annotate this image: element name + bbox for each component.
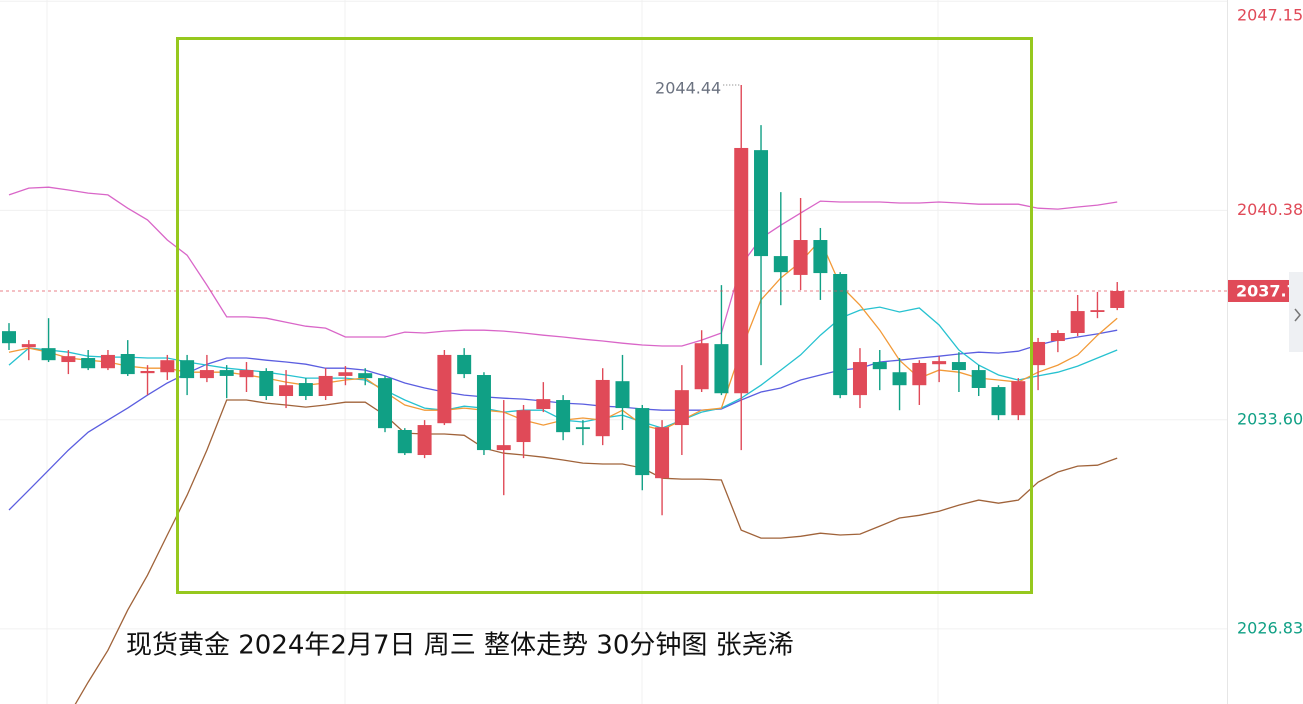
y-tick-label: 2026.83 <box>1237 618 1303 637</box>
candle-body <box>951 362 966 371</box>
candle-body <box>674 390 689 426</box>
candle-body <box>21 344 36 348</box>
indicator-line <box>74 399 1118 704</box>
candle-body <box>279 385 294 397</box>
candle-body <box>417 425 432 456</box>
candle-body <box>932 361 947 365</box>
last-price-label: 2037.77 <box>1236 281 1303 300</box>
candle-body <box>575 427 590 430</box>
max-label: 2044.44 <box>655 78 721 97</box>
candle-body <box>100 354 115 369</box>
candle-body <box>635 408 650 476</box>
candle-body <box>1090 310 1105 312</box>
candle-body <box>892 372 907 386</box>
candle-body <box>793 240 808 275</box>
candle-body <box>872 362 887 370</box>
candle-body <box>556 400 571 433</box>
candle-body <box>773 256 788 273</box>
candle-body <box>595 379 610 437</box>
candle-body <box>140 370 155 374</box>
candle-body <box>615 381 630 409</box>
candle-body <box>41 348 56 361</box>
candle-body <box>1070 311 1085 334</box>
candle-body <box>298 383 313 397</box>
indicator-line <box>8 186 1118 347</box>
candle-body <box>714 344 729 394</box>
candle-body <box>754 150 769 257</box>
candle-body <box>2 331 16 344</box>
candle-body <box>1050 333 1065 342</box>
candle-body <box>378 378 393 429</box>
candle-body <box>971 370 986 388</box>
side-tab[interactable] <box>1289 272 1303 352</box>
candle-body <box>833 274 848 396</box>
candle-body <box>655 427 670 479</box>
candle-body <box>536 399 551 409</box>
highlight-box <box>176 37 1033 594</box>
candle-body <box>991 387 1006 416</box>
candle-body <box>318 375 333 397</box>
candle-body <box>61 356 76 363</box>
candle-body <box>1031 341 1046 366</box>
candle-body <box>219 370 234 376</box>
candle-body <box>1110 290 1125 308</box>
candle-body <box>259 370 274 397</box>
candle-body <box>358 373 373 379</box>
candle-body <box>1011 381 1026 416</box>
chart-title: 现货黄金 2024年2月7日 周三 整体走势 30分钟图 张尧浠 <box>126 631 794 661</box>
y-tick-label: 2033.60 <box>1237 409 1303 428</box>
candle-body <box>239 370 254 378</box>
y-tick-label: 2040.38 <box>1237 200 1303 219</box>
candle-body <box>120 354 135 375</box>
candle-body <box>496 445 511 451</box>
candle-body <box>516 410 531 443</box>
last-price-box <box>1228 279 1303 302</box>
price-axis: 2047.15 2040.38 2033.60 2026.83 2037.77 <box>1228 6 1303 637</box>
y-tick-label: 2047.15 <box>1237 6 1303 25</box>
candle-body <box>852 362 867 396</box>
candle-body <box>476 375 491 451</box>
candle-body <box>81 358 96 369</box>
candle-body <box>813 240 828 274</box>
side-arrow[interactable] <box>1294 308 1301 322</box>
plot: 2044.44 <box>0 78 1227 704</box>
grid <box>0 0 1227 630</box>
candle-body <box>180 360 195 379</box>
candle-body <box>199 370 214 379</box>
candle-body <box>694 343 709 390</box>
candle-body <box>457 354 472 375</box>
candle-body <box>397 429 412 454</box>
candle-body <box>437 354 452 424</box>
candle-body <box>160 360 175 373</box>
candle-body <box>734 147 749 394</box>
candle-body <box>912 362 927 386</box>
candle-body <box>338 372 353 376</box>
